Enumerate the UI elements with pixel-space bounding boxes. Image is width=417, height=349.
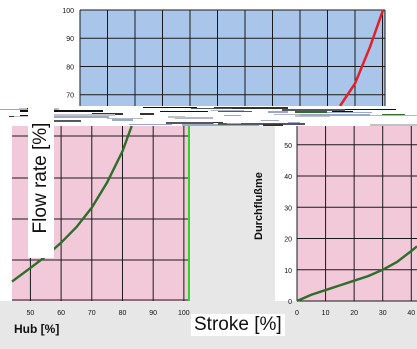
right-panel-background: [297, 126, 417, 301]
noise-bar: [332, 111, 353, 112]
noise-bar: [362, 115, 417, 116]
stroke-label: Stroke [%]: [191, 314, 285, 336]
noise-bar: [263, 124, 283, 126]
noise-bar: [160, 111, 208, 112]
noise-bar: [295, 111, 327, 113]
noise-bar: [332, 114, 354, 115]
left-x-tick-label: 90: [149, 310, 157, 317]
right-y-tick-label: 50: [284, 143, 292, 150]
noise-bar: [30, 114, 115, 116]
noise-bar: [140, 113, 154, 115]
right-y-tick-label: 10: [284, 268, 292, 275]
right-y-tick-label: 40: [284, 174, 292, 181]
right-y-tick-label: 0: [288, 299, 292, 306]
top-grid: [79, 9, 386, 106]
top-red-curve: [338, 9, 385, 107]
noise-bar: [312, 112, 372, 113]
top-y-tick-label: 100: [62, 8, 74, 15]
gap-background: [190, 126, 275, 301]
top-y-tick-label: 80: [66, 64, 74, 71]
left-series: [11, 125, 133, 283]
noise-bar: [214, 107, 288, 109]
right-x-tick-label: 0: [295, 310, 299, 317]
right-y-tick-label: 20: [284, 237, 292, 244]
noise-bar: [20, 110, 103, 112]
left-x-tick-label: 70: [88, 310, 96, 317]
noise-bar: [224, 115, 241, 116]
top-panel-background: [80, 10, 385, 106]
top-y-tick-label: 70: [66, 93, 74, 100]
left-x-tick-label: 80: [119, 310, 127, 317]
noise-bar: [261, 120, 279, 121]
noise-bar: [218, 123, 305, 125]
noise-bar: [191, 108, 232, 109]
right-x-tick-label: 10: [322, 310, 330, 317]
noise-bar: [282, 109, 345, 111]
left-x-ticks: 50 60 70 80 90 100: [27, 310, 190, 317]
left-x-tick-label: 100: [178, 310, 190, 317]
flow-rate-label: Flow rate [%]: [28, 100, 54, 258]
right-series: [296, 245, 417, 303]
noise-bar: [268, 111, 288, 113]
right-grid: [296, 126, 417, 302]
noise-bar: [143, 107, 197, 108]
right-x-ticks: 0 10 20 30 40: [295, 310, 415, 317]
right-x-tick-label: 30: [379, 310, 387, 317]
right-green-curve: [296, 245, 417, 303]
stroke-text: Stroke [%]: [194, 314, 282, 335]
right-y-ticks: 0 10 20 30 40 50: [284, 143, 292, 306]
top-y-ticks: 70 80 90 100: [62, 8, 74, 100]
noise-bar: [317, 109, 396, 110]
right-x-tick-label: 40: [407, 310, 415, 317]
hub-axis-label: Hub [%]: [14, 322, 59, 336]
noise-bar: [382, 114, 405, 115]
durchfluss-axis-label: Durchflußme: [253, 172, 265, 240]
noise-bar: [129, 124, 172, 125]
noise-bar: [288, 122, 300, 123]
flow-rate-text: Flow rate [%]: [30, 122, 51, 234]
left-x-tick-label: 50: [27, 310, 35, 317]
noise-bar: [107, 118, 143, 119]
scanline-noise: [0, 106, 417, 126]
noise-bar: [112, 119, 133, 121]
top-y-tick-label: 90: [66, 36, 74, 43]
noise-bar: [52, 120, 81, 122]
noise-bar: [168, 116, 185, 118]
left-x-tick-label: 60: [57, 310, 65, 317]
top-series: [338, 9, 385, 107]
noise-bar: [31, 116, 109, 118]
right-y-tick-label: 30: [284, 205, 292, 212]
noise-bar: [218, 111, 252, 112]
noise-bar: [370, 124, 417, 126]
noise-bar: [166, 122, 213, 124]
left-green-curve: [11, 125, 133, 283]
noise-bar: [211, 110, 244, 111]
noise-bar: [227, 123, 241, 124]
noise-bar: [175, 117, 213, 119]
right-x-tick-label: 20: [350, 310, 358, 317]
